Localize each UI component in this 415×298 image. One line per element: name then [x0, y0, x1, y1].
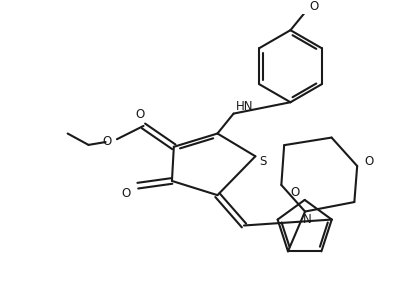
Text: O: O — [310, 0, 319, 13]
Text: O: O — [135, 108, 144, 121]
Text: O: O — [122, 187, 131, 200]
Text: O: O — [364, 155, 373, 168]
Text: O: O — [103, 135, 112, 148]
Text: HN: HN — [235, 100, 253, 114]
Text: N: N — [303, 212, 311, 226]
Text: S: S — [259, 155, 267, 167]
Text: O: O — [290, 186, 300, 199]
